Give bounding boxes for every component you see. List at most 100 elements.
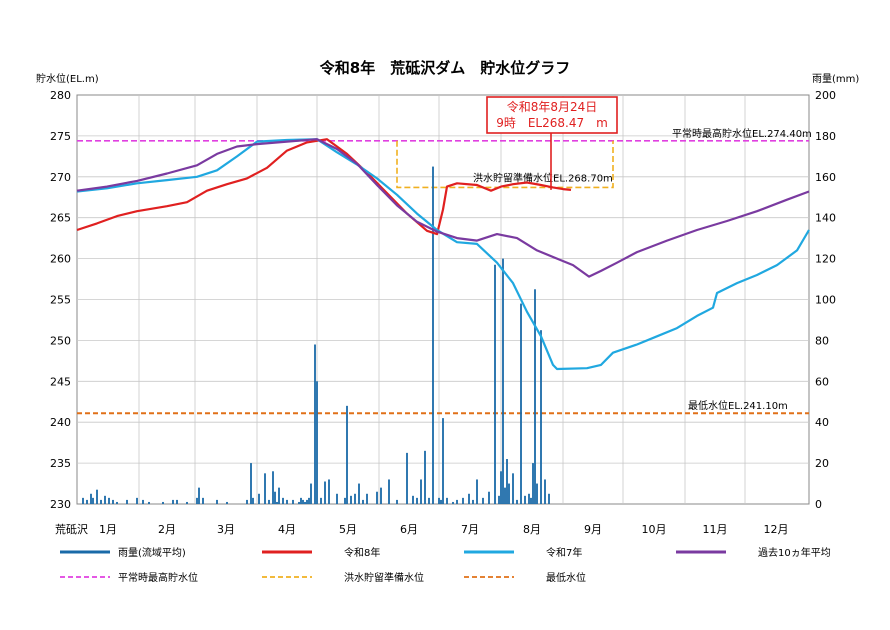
rain-bar [116,501,118,504]
rain-bar [324,481,326,504]
chart-title: 令和8年 荒砥沢ダム 貯水位グラフ [320,59,570,77]
month-label: 10月 [642,523,667,536]
month-label: 3月 [217,523,235,536]
rain-bar [406,452,408,504]
legend-label: 最低水位 [546,571,586,584]
rain-bar [416,497,418,504]
rain-bar [420,479,422,504]
rain-bar [298,501,300,504]
rain-bar [300,497,302,504]
rain-bar [258,493,260,504]
rain-bar [304,501,306,504]
rain-bar [126,499,128,504]
legend-label: 令和7年 [546,546,582,559]
rain-bar [112,499,114,504]
rain-bar [396,499,398,504]
rain-bar [512,473,514,504]
legend-label: 雨量(流域平均) [118,546,186,559]
rain-bar [424,450,426,504]
rain-bar [252,497,254,504]
rain-bar [534,289,536,504]
axis-labels: 230 0 235 20 240 40 245 60 250 80 255 100 260 120 265 1… [50,89,836,536]
rain-bar [186,501,188,504]
series-line-過去10ヵ年平均 [76,138,810,278]
rain-bar [82,497,84,504]
rain-bar [92,497,94,504]
legend-label: 過去10ヵ年平均 [758,546,831,559]
left-tick-label: 275 [50,130,71,143]
rain-bar [264,473,266,504]
rain-bar [310,483,312,504]
month-label: 9月 [584,523,602,536]
month-label: 1月 [99,523,117,536]
rain-bar [446,497,448,504]
rain-bar [96,489,98,504]
rain-bar [314,344,316,504]
right-tick-label: 180 [815,130,836,143]
month-label: 2月 [158,523,176,536]
month-label: 12月 [764,523,789,536]
reference-lines: 平常時最高貯水位EL.274.40m 洪水貯留準備水位EL.268.70m 最低水位… [77,127,812,415]
rain-bar [532,463,534,504]
rain-bar [472,499,474,504]
series-line-令和8年 [76,138,572,236]
left-tick-label: 240 [50,416,71,429]
rain-bar [336,493,338,504]
series-line-令和7年 [76,138,810,371]
left-tick-label: 260 [50,253,71,266]
rain-bar [354,493,356,504]
rain-bar [350,495,352,504]
rain-bar [462,497,464,504]
rain-bar [506,459,508,504]
rain-bar [282,497,284,504]
rain-bar [482,497,484,504]
rain-bar [468,493,470,504]
left-tick-label: 250 [50,334,71,347]
rain-bar [376,491,378,504]
rain-bar [362,499,364,504]
rain-bar [268,499,270,504]
callout-line1: 令和8年8月24日 [507,99,598,114]
rain-bar [432,166,434,504]
rain-bar [500,471,502,504]
rain-bar [136,497,138,504]
rain-bar [530,497,532,504]
rain-bar [494,264,496,504]
month-label: 6月 [400,523,418,536]
rain-bar [346,405,348,504]
flood-storage-level-line [396,140,614,189]
rain-bar [90,493,92,504]
rain-bar [274,491,276,504]
rain-bar [366,493,368,504]
rain-bar [286,499,288,504]
rain-bar [162,501,164,504]
rain-bar [320,497,322,504]
month-label: 4月 [278,523,296,536]
left-tick-label: 230 [50,498,71,511]
rain-bar [438,497,440,504]
rain-bar [508,483,510,504]
normal-high-water-label: 平常時最高貯水位EL.274.40m [672,127,812,140]
right-tick-label: 140 [815,212,836,225]
left-tick-label: 280 [50,89,71,102]
rain-bar [516,499,518,504]
rain-bar [198,487,200,504]
right-tick-label: 40 [815,416,829,429]
rain-bar [108,497,110,504]
rain-bar [100,499,102,504]
rain-bar [548,493,550,504]
rain-bar [476,479,478,504]
left-tick-label: 245 [50,375,71,388]
left-axis-label: 貯水位(EL.m) [36,72,99,85]
rain-bar [442,418,444,504]
month-label: 8月 [523,523,541,536]
rain-bar [246,499,248,504]
rain-bar [172,499,174,504]
rain-bar [328,479,330,504]
rain-bar [104,495,106,504]
rain-bar [488,491,490,504]
right-tick-label: 160 [815,171,836,184]
rain-bar [412,495,414,504]
rain-bar [302,499,304,504]
